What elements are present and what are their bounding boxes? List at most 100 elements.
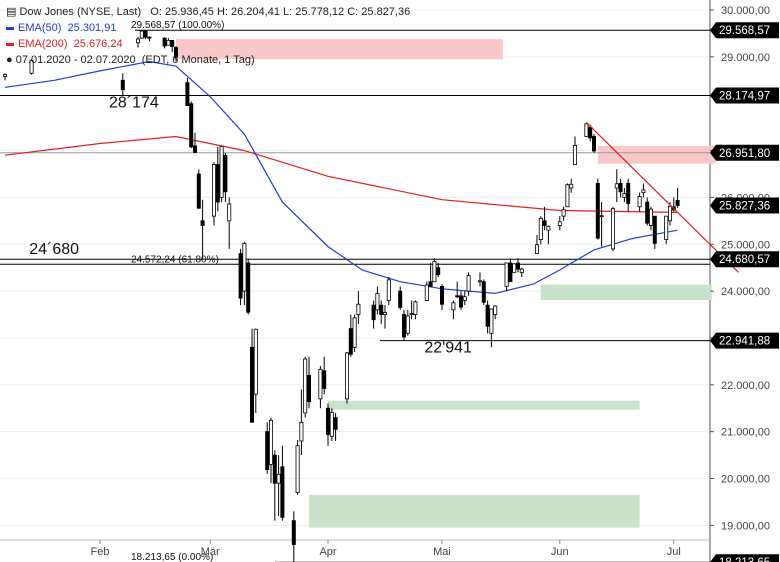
candle-body-36 — [318, 368, 323, 400]
chart-legend: ▤ Dow Jones (NYSE, Last) O: 25.936,45 H:… — [6, 4, 410, 68]
candle-body-42 — [348, 328, 353, 355]
legend-ema50-row: EMA(50) 25.301,91 — [6, 20, 410, 36]
candle-body-72 — [512, 263, 517, 273]
y-tick-label-8: 21.000,00 — [721, 427, 770, 439]
candle-body-63 — [462, 296, 467, 301]
level-tag-label-4: 24.680,57 — [719, 254, 770, 266]
legend-ema200-row: EMA(200) 25.676,24 — [6, 36, 410, 52]
candle-body-60 — [451, 302, 456, 311]
candle-body-77 — [542, 220, 547, 226]
legend-period-row: ● 07.01.2020 - 02.07.2020 (EDT, 6 Monate… — [6, 52, 410, 68]
candle-body-100 — [668, 205, 673, 222]
y-tick-label-7: 22.000,00 — [721, 380, 770, 392]
candle-body-68 — [489, 308, 494, 334]
x-axis: Feb Mär Apr Mai Jun Jul — [91, 540, 681, 558]
level-tag-label-3: 25.827,36 — [719, 200, 770, 212]
candle-body-102 — [675, 199, 680, 206]
candle-body-1 — [29, 60, 34, 74]
candle-body-95 — [641, 189, 646, 194]
instrument-name: Dow Jones (NYSE, Last) — [19, 6, 142, 18]
candle-body-88 — [599, 215, 604, 218]
ema200-value: 25.676,24 — [73, 38, 123, 50]
y-tick-label-4: 25.000,00 — [721, 239, 770, 251]
fib-label-2: 18.213,65 (0.00%) — [131, 552, 213, 562]
candle-body-66 — [481, 281, 486, 303]
candle-body-13 — [192, 145, 197, 153]
grid-layer — [0, 0, 711, 562]
candle-body-84 — [584, 123, 589, 137]
candle-body-50 — [398, 290, 403, 308]
fib-label-1: 24.572,24 (61.80%) — [131, 254, 219, 265]
candle-body-53 — [409, 313, 414, 315]
candle-body-70 — [504, 262, 509, 287]
candle-body-26 — [265, 431, 270, 470]
candle-body-24 — [249, 346, 254, 423]
candle-body-89 — [611, 208, 616, 250]
candle-body-96 — [645, 201, 650, 224]
candles-layer — [3, 30, 680, 562]
candle-body-80 — [561, 209, 566, 217]
support-zone-2 — [540, 284, 712, 301]
candle-body-25 — [253, 328, 258, 395]
annotations-layer: 29.568,57 (100.00%) 24.572,24 (61.80%) 18.… — [29, 20, 472, 562]
candle-body-46 — [375, 293, 380, 311]
y-tick-label-1: 29.000,00 — [721, 52, 770, 64]
candle-body-87 — [595, 182, 600, 239]
candle-body-28 — [272, 454, 277, 484]
candle-body-33 — [299, 421, 304, 442]
candle-body-29 — [276, 473, 281, 484]
zones-layer — [176, 39, 716, 528]
candle-body-10 — [173, 47, 178, 58]
candle-body-27 — [268, 420, 273, 465]
ema200-line — [4, 135, 678, 213]
candle-body-43 — [352, 317, 357, 348]
level-tag-3 — [710, 197, 779, 214]
candle-body-22 — [242, 242, 247, 292]
level-tag-2 — [710, 144, 779, 161]
candle-body-34 — [303, 358, 308, 414]
x-tick-label-0: Feb — [91, 546, 110, 558]
price-annotation-2: 22'941 — [424, 340, 472, 357]
candle-body-37 — [322, 370, 327, 389]
candle-body-54 — [413, 301, 418, 315]
price-annotation-0: 28´174 — [109, 95, 159, 112]
candle-body-59 — [439, 286, 444, 305]
candle-body-9 — [170, 40, 175, 47]
candle-body-57 — [432, 261, 437, 283]
candle-body-40 — [333, 417, 338, 430]
candle-body-79 — [557, 221, 562, 226]
candle-body-15 — [200, 220, 205, 226]
legend-title-row: ▤ Dow Jones (NYSE, Last) O: 25.936,45 H:… — [6, 4, 410, 20]
y-tick-label-5: 24.000,00 — [721, 286, 770, 298]
candle-body-23 — [246, 262, 251, 313]
candle-body-5 — [143, 30, 148, 38]
candle-body-78 — [546, 226, 551, 231]
candle-body-92 — [622, 193, 627, 198]
level-tag-4 — [710, 251, 779, 268]
period-settings: (EDT, 6 Monate, 1 Tag) — [141, 54, 255, 66]
candle-body-94 — [637, 196, 642, 208]
candle-body-6 — [147, 36, 152, 39]
candle-body-61 — [455, 295, 460, 298]
ema200-swatch-icon — [6, 42, 14, 46]
candle-body-49 — [386, 279, 391, 301]
candle-body-44 — [356, 303, 361, 315]
candle-body-45 — [371, 304, 376, 321]
candle-body-58 — [436, 267, 441, 276]
candle-body-16 — [211, 164, 216, 217]
candle-body-83 — [573, 144, 578, 166]
ema50-value: 25.301,91 — [67, 22, 117, 34]
candle-body-4 — [139, 30, 144, 39]
candle-body-30 — [280, 466, 285, 518]
candle-body-65 — [477, 280, 482, 283]
candle-body-11 — [185, 82, 190, 106]
candle-body-99 — [664, 215, 669, 240]
candle-body-97 — [649, 208, 654, 226]
candle-body-31 — [291, 520, 296, 545]
candle-body-17 — [215, 164, 220, 203]
candle-body-75 — [535, 244, 540, 255]
period-icon: ● — [6, 54, 13, 66]
price-annotation-1: 24´680 — [29, 241, 79, 258]
resistance-trendline — [585, 122, 739, 273]
ema50-line — [4, 60, 678, 295]
